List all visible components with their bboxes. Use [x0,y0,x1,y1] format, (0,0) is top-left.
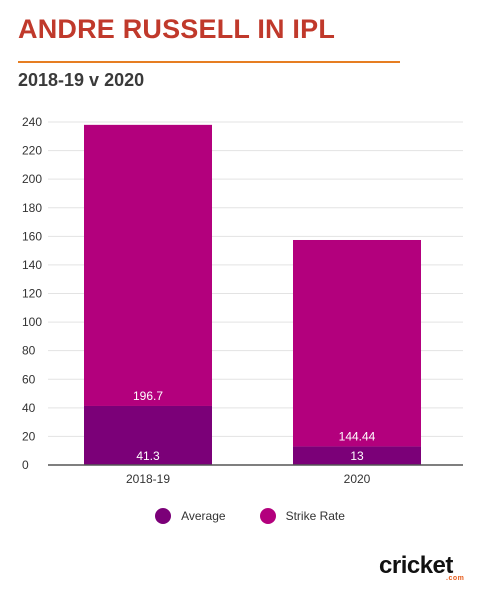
data-label-strike-rate-2018-19: 196.7 [133,389,163,403]
y-tick-label-140: 140 [22,258,42,272]
chart-legend: Average Strike Rate [0,508,500,524]
y-tick-label-0: 0 [22,458,29,472]
cricket-logo: cricket [379,552,453,579]
data-label-strike-rate-2020: 144.44 [339,429,376,443]
y-tick-label-180: 180 [22,201,42,215]
y-tick-label-20: 20 [22,429,36,443]
x-tick-label-2020: 2020 [344,472,371,486]
chart-title: ANDRE RUSSELL IN IPL [18,14,336,44]
legend-item-average: Average [155,508,226,524]
y-tick-label-200: 200 [22,172,42,186]
legend-swatch-strike-rate [259,508,276,524]
y-tick-label-120: 120 [22,287,42,301]
data-label-average-2020: 13 [350,449,364,463]
y-tick-label-240: 240 [22,115,42,129]
y-tick-label-160: 160 [22,229,42,243]
y-tick-label-100: 100 [22,315,42,329]
bar-strike-rate-2018-19 [84,124,212,406]
legend-label-average: Average [181,509,226,523]
chart-subtitle: 2018-19 v 2020 [18,70,145,90]
cricket-logo-domain: .com [446,575,465,582]
y-tick-label-80: 80 [22,344,36,358]
bar-average-2018-19 [84,405,212,465]
bar-average-2020 [293,446,421,465]
legend-swatch-average [155,508,172,524]
y-tick-label-40: 40 [22,401,36,415]
bar-strike-rate-2020 [293,239,421,447]
y-tick-label-220: 220 [22,144,42,158]
title-underline [18,61,400,63]
data-label-average-2018-19: 41.3 [136,449,160,463]
legend-item-strike-rate: Strike Rate [259,508,345,524]
x-tick-label-2018-19: 2018-19 [126,472,170,486]
legend-label-strike-rate: Strike Rate [285,509,345,523]
y-tick-label-60: 60 [22,372,36,386]
